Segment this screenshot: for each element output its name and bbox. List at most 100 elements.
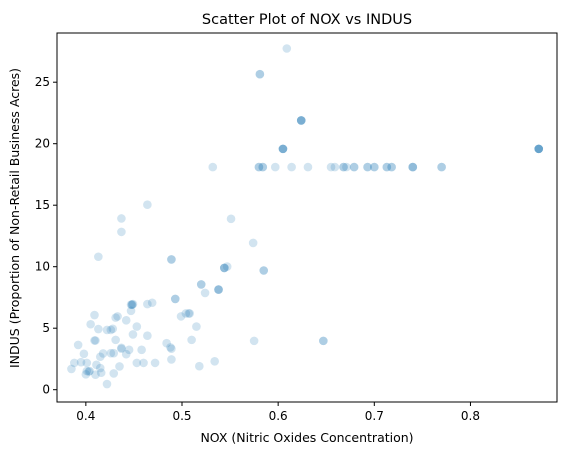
data-point — [270, 162, 280, 172]
data-point — [387, 162, 396, 172]
y-tick-label: 0 — [42, 383, 50, 397]
data-point — [255, 69, 265, 79]
data-point — [210, 356, 219, 366]
data-point — [296, 116, 306, 125]
data-point — [254, 162, 264, 172]
x-tick-label: 0.7 — [365, 409, 384, 423]
data-point — [214, 285, 223, 294]
data-point — [196, 280, 206, 289]
data-point — [102, 379, 112, 389]
data-point — [147, 298, 157, 308]
x-tick-label: 0.6 — [269, 409, 288, 423]
data-point — [82, 366, 92, 376]
data-point — [208, 162, 218, 172]
data-point — [437, 162, 446, 172]
x-axis-label: NOX (Nitric Oxides Concentration) — [200, 430, 413, 445]
data-point — [349, 162, 359, 172]
y-tick-label: 10 — [35, 260, 50, 274]
y-axis-ticks: 0 5 10 15 20 25 — [35, 75, 57, 397]
data-point — [115, 362, 124, 371]
data-point — [143, 331, 152, 341]
data-point — [90, 336, 99, 345]
data-point — [166, 343, 175, 352]
data-point — [167, 344, 176, 354]
data-point — [126, 306, 136, 316]
data-point — [370, 162, 379, 172]
data-point — [108, 324, 118, 334]
data-point — [98, 349, 108, 358]
data-point — [408, 162, 418, 172]
data-point — [121, 316, 131, 325]
data-point — [121, 349, 131, 359]
data-point — [150, 358, 160, 368]
data-point — [296, 116, 306, 125]
data-point — [303, 162, 313, 172]
data-point — [176, 312, 186, 321]
data-point — [363, 162, 372, 172]
data-point — [249, 336, 259, 346]
data-point — [76, 357, 86, 367]
data-point — [109, 369, 119, 378]
data-point — [162, 338, 171, 348]
x-tick-label: 0.8 — [461, 409, 480, 423]
data-point — [278, 144, 288, 154]
data-point — [220, 263, 229, 273]
data-point — [95, 363, 105, 373]
data-point — [117, 214, 126, 223]
y-tick-label: 5 — [42, 321, 50, 335]
data-point — [184, 309, 194, 318]
data-point — [339, 162, 348, 172]
data-point — [106, 325, 116, 335]
data-point — [128, 330, 138, 339]
data-point — [167, 255, 176, 264]
data-point — [81, 370, 91, 379]
data-point — [117, 343, 126, 353]
data-point — [126, 300, 136, 310]
data-point — [278, 144, 288, 154]
data-point — [370, 162, 379, 172]
data-point — [287, 162, 296, 172]
data-point — [143, 299, 152, 309]
data-point — [79, 349, 89, 359]
data-point — [437, 162, 446, 172]
data-point — [534, 144, 544, 154]
y-tick-label: 15 — [35, 198, 50, 212]
data-point — [170, 294, 180, 304]
data-point — [167, 355, 176, 364]
data-point — [192, 322, 201, 331]
data-point — [214, 285, 223, 294]
data-point — [92, 360, 101, 370]
data-point — [382, 162, 392, 172]
data-point — [84, 367, 94, 376]
data-point — [278, 144, 288, 154]
data-point — [128, 299, 138, 309]
x-axis-ticks: 0.4 0.5 0.6 0.7 0.8 — [76, 402, 480, 423]
data-point — [382, 162, 392, 172]
data-point — [139, 358, 148, 368]
data-point — [258, 162, 268, 172]
data-point — [326, 162, 336, 172]
data-point — [132, 358, 142, 368]
data-point — [127, 300, 137, 310]
data-point — [170, 294, 180, 304]
chart-title: Scatter Plot of NOX vs INDUS — [202, 12, 412, 28]
data-point — [95, 352, 105, 362]
data-point — [342, 162, 351, 172]
data-point — [102, 325, 112, 335]
data-point — [339, 162, 348, 172]
data-point — [70, 358, 79, 368]
data-point — [534, 144, 544, 154]
data-point — [200, 288, 210, 298]
x-tick-label: 0.5 — [172, 409, 191, 423]
data-point — [534, 144, 544, 154]
x-tick-label: 0.4 — [76, 409, 95, 423]
y-axis-label: INDUS (Proportion of Non-Retail Business… — [7, 68, 22, 368]
data-point — [86, 319, 95, 329]
data-point — [117, 227, 126, 237]
data-point — [187, 335, 196, 345]
data-point — [109, 348, 119, 358]
data-point — [94, 324, 103, 334]
data-point — [96, 368, 106, 378]
